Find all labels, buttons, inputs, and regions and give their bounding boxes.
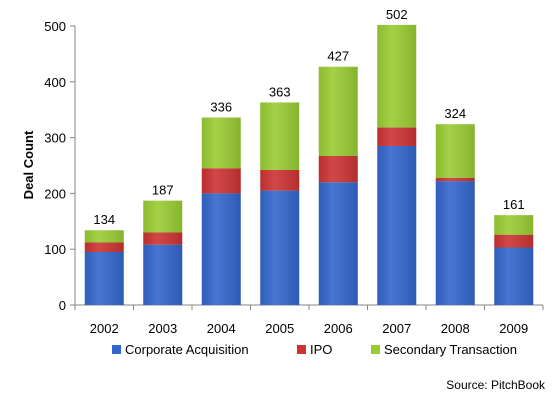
- bar-shading: [318, 66, 358, 305]
- total-label: 187: [152, 183, 174, 198]
- legend-label: Secondary Transaction: [384, 342, 517, 357]
- legend-swatch: [112, 345, 121, 354]
- y-tick-label: 0: [59, 298, 66, 313]
- legend-swatch: [297, 345, 306, 354]
- total-label: 134: [93, 212, 115, 227]
- y-tick-label: 300: [44, 131, 66, 146]
- legend-swatch: [371, 345, 380, 354]
- total-label: 363: [269, 84, 291, 99]
- total-label: 336: [210, 100, 232, 115]
- x-tick-label: 2002: [90, 321, 119, 336]
- plot-area: 0 100 200 300 400 500 134 2002 187 2003 336 2004 363…: [44, 7, 544, 336]
- x-tick-label: 2005: [265, 321, 294, 336]
- bar-shading: [377, 24, 417, 305]
- legend: Corporate Acquisition IPO Secondary Transa…: [112, 342, 517, 357]
- y-tick-label: 100: [44, 242, 66, 257]
- bar-shading: [260, 102, 300, 305]
- legend-label: IPO: [310, 342, 332, 357]
- bar-shading: [435, 124, 475, 305]
- bar-shading: [494, 215, 534, 305]
- total-label: 161: [503, 197, 525, 212]
- x-tick-label: 2006: [324, 321, 353, 336]
- x-tick-label: 2004: [207, 321, 236, 336]
- x-tick-label: 2008: [441, 321, 470, 336]
- source-note: Source: PitchBook: [446, 378, 545, 392]
- total-label: 324: [444, 106, 466, 121]
- bar-shading: [143, 200, 183, 305]
- x-tick-label: 2007: [382, 321, 411, 336]
- bar-shading: [84, 230, 124, 305]
- y-axis-label: Deal Count: [21, 130, 36, 199]
- total-label: 427: [327, 49, 349, 64]
- bar-shading: [201, 117, 241, 306]
- x-tick-label: 2003: [148, 321, 177, 336]
- total-label: 502: [386, 7, 408, 22]
- y-tick-label: 500: [44, 19, 66, 34]
- y-tick-label: 200: [44, 186, 66, 201]
- x-tick-label: 2009: [499, 321, 528, 336]
- legend-label: Corporate Acquisition: [125, 342, 249, 357]
- y-tick-label: 400: [44, 75, 66, 90]
